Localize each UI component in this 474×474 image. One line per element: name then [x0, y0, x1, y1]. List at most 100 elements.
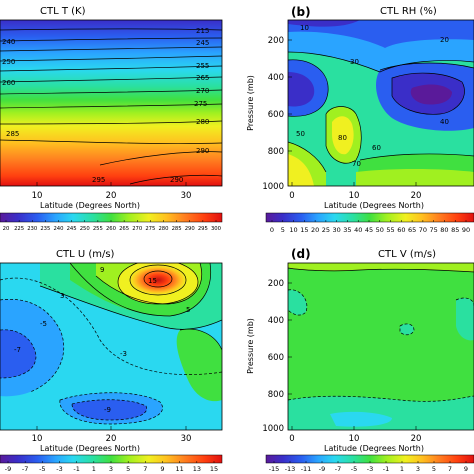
colorbar-tick-label: -15	[269, 465, 280, 473]
panel-c-xlabel: Latitude (Degrees North)	[40, 444, 140, 453]
colorbar-tick-label: 295	[198, 226, 208, 232]
colorbar-tick-label: 1	[92, 465, 96, 473]
contour-label: 5	[186, 306, 190, 314]
colorbar-tick-label: -3	[367, 465, 373, 473]
colorbar-tick-label: 7	[448, 465, 452, 473]
y-tick-label: 600	[268, 353, 284, 363]
panel-a-field	[0, 20, 222, 186]
contour-label: 40	[440, 118, 449, 126]
colorbar-tick-label: 5	[432, 465, 436, 473]
colorbar-tick-label: 290	[185, 226, 196, 232]
colorbar-tick-label: 25	[322, 226, 330, 234]
colorbar-tick-label: 3	[109, 465, 113, 473]
contour-label: 215	[196, 27, 209, 35]
panel-b-yticks: 200 400 600 800 1000	[262, 36, 292, 192]
colorbar-tick-label: 1	[400, 465, 404, 473]
contour-label: 270	[196, 87, 209, 95]
panel-b-shading	[288, 20, 474, 186]
x-tick-label: 0	[289, 434, 294, 444]
colorbar-tick-label: 85	[451, 226, 459, 234]
colorbar-tick-label: 40	[354, 226, 362, 234]
y-tick-label: 1000	[262, 424, 284, 434]
colorbar-tick-label: 270	[132, 226, 143, 232]
contour-label: 20	[440, 36, 449, 44]
panel-c-title: CTL U (m/s)	[56, 249, 115, 260]
panel-d-ylabel: Pressure (mb)	[246, 318, 255, 374]
panel-c-shading	[0, 263, 222, 425]
x-tick-label: 30	[181, 191, 192, 201]
colorbar-tick-label: 260	[106, 226, 117, 232]
colorbar-tick-label: 250	[80, 226, 91, 232]
contour-label: 15	[148, 277, 157, 285]
contour-label: -5	[40, 320, 47, 328]
panel-d-colorbar: -15 -13 -11 -9 -7 -5 -3 -1 1 3 5 7 9	[265, 454, 474, 473]
colorbar-tick-label: 60	[397, 226, 405, 234]
colorbar-tick-label: 9	[160, 465, 164, 473]
panel-c-zonal-wind: 15 9 5 3 -3 -5 -7 -9 CTL U (m/s) 10 20 3…	[0, 249, 223, 473]
y-tick-label: 800	[268, 390, 284, 400]
x-tick-label: 20	[106, 191, 117, 201]
colorbar-tick-label: 45	[365, 226, 373, 234]
contour-label: 245	[196, 39, 209, 47]
contour-label: 60	[372, 144, 381, 152]
panel-b-label: (b)	[291, 5, 311, 19]
colorbar-tick-label: 240	[53, 226, 64, 232]
y-tick-label: 600	[268, 110, 284, 120]
x-tick-label: 0	[289, 191, 294, 201]
panel-b-relative-humidity: 10 20 30 40 50 60 70 80 (b) CTL RH (%) 2…	[246, 5, 474, 234]
contour-label: 80	[338, 134, 347, 142]
contour-label: 3	[60, 292, 64, 300]
colorbar-tick-label: 80	[440, 226, 448, 234]
contour-label: 290	[196, 147, 209, 155]
colorbar-tick-label: -13	[285, 465, 296, 473]
contour-label: -7	[14, 346, 21, 354]
panel-b-ylabel: Pressure (mb)	[246, 75, 255, 131]
colorbar-tick-label: 235	[40, 226, 50, 232]
contour-label: 260	[2, 79, 15, 87]
y-tick-label: 400	[268, 73, 284, 83]
contour-label: 290	[170, 176, 183, 184]
colorbar	[265, 212, 474, 223]
x-tick-label: 20	[106, 434, 117, 444]
colorbar-tick-label: -7	[22, 465, 28, 473]
colorbar-tick-label: 70	[419, 226, 427, 234]
colorbar-tick-label: 5	[281, 226, 285, 234]
colorbar-tick-label: 65	[408, 226, 416, 234]
contour-label: -3	[120, 350, 127, 358]
contour-label: 10	[300, 24, 309, 32]
colorbar-tick-label: 20	[311, 226, 319, 234]
colorbar-tick-label: 50	[376, 226, 384, 234]
colorbar-tick-label: 55	[386, 226, 394, 234]
panel-b-xticks: 0 10 20	[289, 182, 421, 201]
colorbar-tick-label: 225	[14, 226, 24, 232]
x-tick-label: 10	[349, 434, 360, 444]
contour-label: 255	[196, 62, 209, 70]
colorbar-tick-label: -7	[335, 465, 341, 473]
panel-b-colorbar: 0 5 10 15 20 25 30 35 40 45 50 55 60 65 70 75 80 85 90	[265, 212, 474, 234]
contour-label: 240	[2, 38, 15, 46]
panel-d-xlabel: Latitude (Degrees North)	[324, 444, 424, 453]
colorbar-tick-label: -5	[39, 465, 45, 473]
colorbar-tick-label: -5	[351, 465, 357, 473]
colorbar-tick-label: 0	[270, 226, 274, 234]
panel-a-xlabel: Latitude (Degrees North)	[40, 201, 140, 210]
panel-d-title: CTL V (m/s)	[378, 249, 436, 260]
panel-d-label: (d)	[291, 247, 311, 261]
colorbar-tick-label: 245	[67, 226, 77, 232]
colorbar-tick-label: 15	[210, 465, 218, 473]
colorbar-tick-label: 285	[172, 226, 182, 232]
panel-b-xlabel: Latitude (Degrees North)	[324, 201, 424, 210]
contour-label: 70	[352, 160, 361, 168]
panel-b-contour-labels: 10 20 30 40 50 60 70 80	[296, 24, 449, 168]
colorbar-tick-label: 7	[143, 465, 147, 473]
panel-a-contour-labels: 215 240 245 250 255 260 265 270 275 280 …	[2, 27, 209, 184]
panel-a-colorbar: 20 225 230 235 240 245 250 255 260 265 270 275 280 28…	[0, 212, 223, 232]
contour-label: 280	[196, 118, 209, 126]
colorbar-tick-label: 280	[158, 226, 169, 232]
colorbar-tick-label: 35	[343, 226, 351, 234]
panel-c-xticks: 10 20 30	[32, 426, 191, 444]
contour-label: 275	[194, 100, 207, 108]
colorbar-tick-label: 30	[333, 226, 341, 234]
colorbar-tick-label: 3	[416, 465, 420, 473]
colorbar-tick-label: 300	[211, 226, 222, 232]
